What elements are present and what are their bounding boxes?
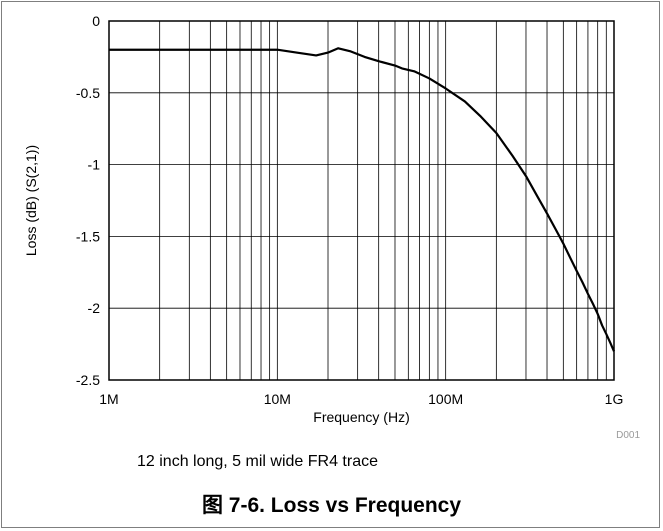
plot-border bbox=[108, 20, 615, 381]
y-tick-label: -1 bbox=[88, 157, 101, 173]
y-tick-label: -2.5 bbox=[76, 372, 100, 388]
x-tick-label: 100M bbox=[428, 391, 463, 407]
y-tick-label: -2 bbox=[88, 300, 101, 316]
series-line bbox=[109, 47, 616, 352]
x-tick-label: 10M bbox=[264, 391, 291, 407]
y-tick-labels: 0 -0.5 -1 -1.5 -2 -2.5 bbox=[76, 13, 100, 388]
x-axis-label: Frequency (Hz) bbox=[313, 409, 409, 425]
y-axis-label: Loss (dB) (S(2,1)) bbox=[23, 145, 39, 256]
y-tick-label: -1.5 bbox=[76, 228, 100, 244]
x-tick-labels: 1M 10M 100M 1G bbox=[99, 391, 623, 407]
x-tick-label: 1G bbox=[605, 391, 624, 407]
figure-caption: 图 7-6. Loss vs Frequency bbox=[201, 494, 462, 517]
x-tick-label: 1M bbox=[99, 391, 118, 407]
grid-lines bbox=[109, 21, 614, 380]
y-tick-label: -0.5 bbox=[76, 85, 100, 101]
series-layer bbox=[109, 47, 616, 352]
chart-note: 12 inch long, 5 mil wide FR4 trace bbox=[137, 453, 378, 470]
figure-code: D001 bbox=[616, 430, 640, 441]
loss-chart: 1M 10M 100M 1G 0 -0.5 -1 -1.5 -2 -2.5 Frequency … bbox=[23, 13, 640, 441]
y-tick-label: 0 bbox=[92, 13, 100, 29]
